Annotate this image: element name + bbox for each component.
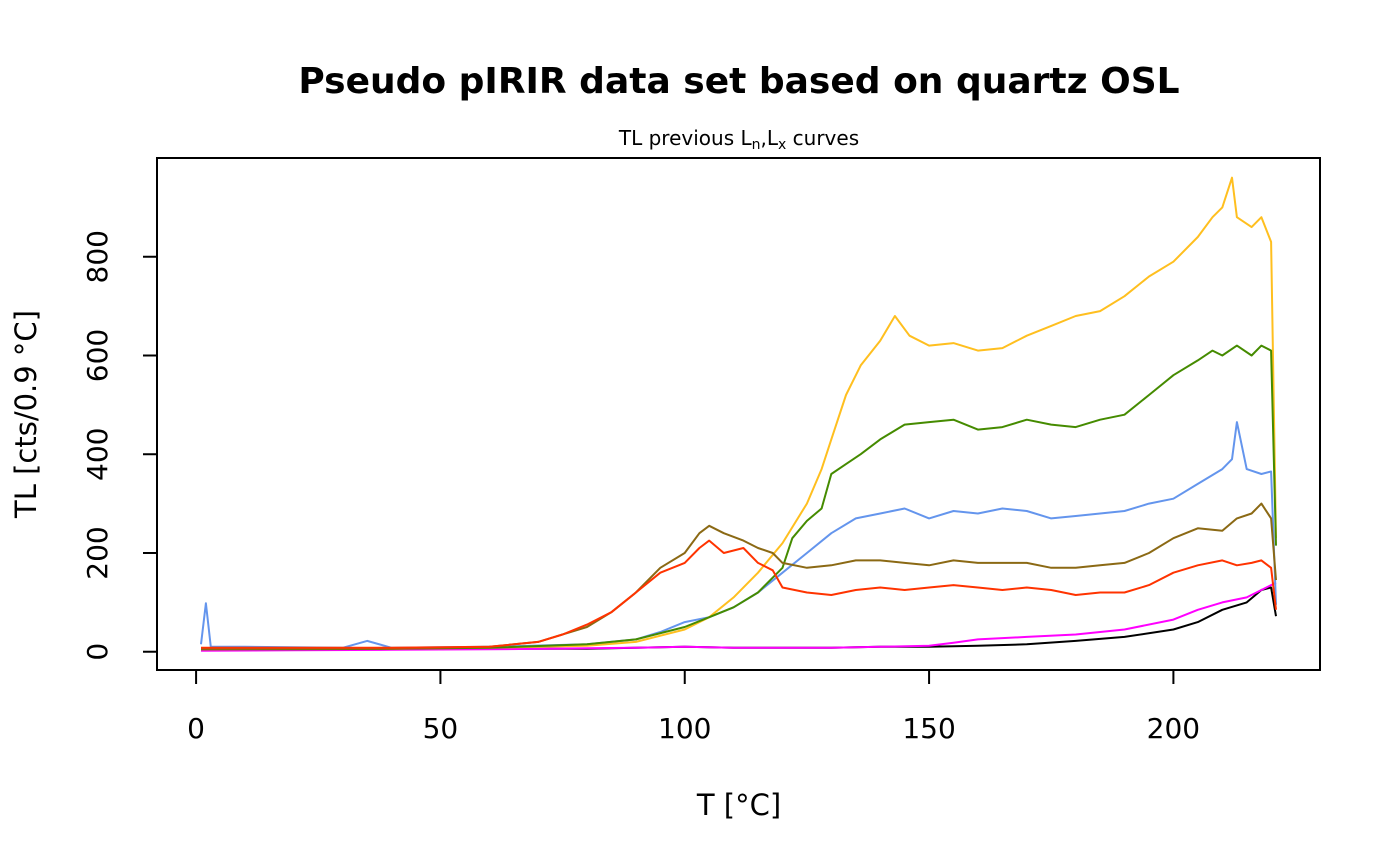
x-axis: 0 50 100 150 200	[187, 669, 1200, 745]
y-tick-label: 0	[81, 643, 114, 661]
chart-subtitle: TL previous Ln,Lx curves	[618, 126, 859, 153]
x-tick-label: 100	[658, 712, 711, 745]
x-tick-label: 50	[423, 712, 459, 745]
x-tick-label: 150	[902, 712, 955, 745]
series-line-5	[201, 344, 1277, 651]
y-tick-label: 800	[81, 230, 114, 283]
series-line-6	[200, 502, 1277, 651]
y-axis: 0 200 400 600 800	[81, 230, 158, 661]
series-group	[200, 176, 1277, 652]
series-line-1	[200, 586, 1277, 652]
x-tick-label: 0	[187, 712, 205, 745]
y-axis-label: TL [cts/0.9 °C]	[9, 310, 43, 519]
x-tick-label: 200	[1147, 712, 1200, 745]
chart-title: Pseudo pIRIR data set based on quartz OS…	[298, 61, 1179, 102]
y-tick-label: 200	[81, 526, 114, 579]
series-line-7	[201, 539, 1277, 649]
y-tick-label: 400	[81, 428, 114, 481]
series-line-2	[200, 581, 1277, 652]
series-line-4	[200, 176, 1277, 651]
series-line-3	[200, 421, 1277, 649]
y-tick-label: 600	[81, 329, 114, 382]
x-axis-label: T [°C]	[696, 788, 781, 822]
